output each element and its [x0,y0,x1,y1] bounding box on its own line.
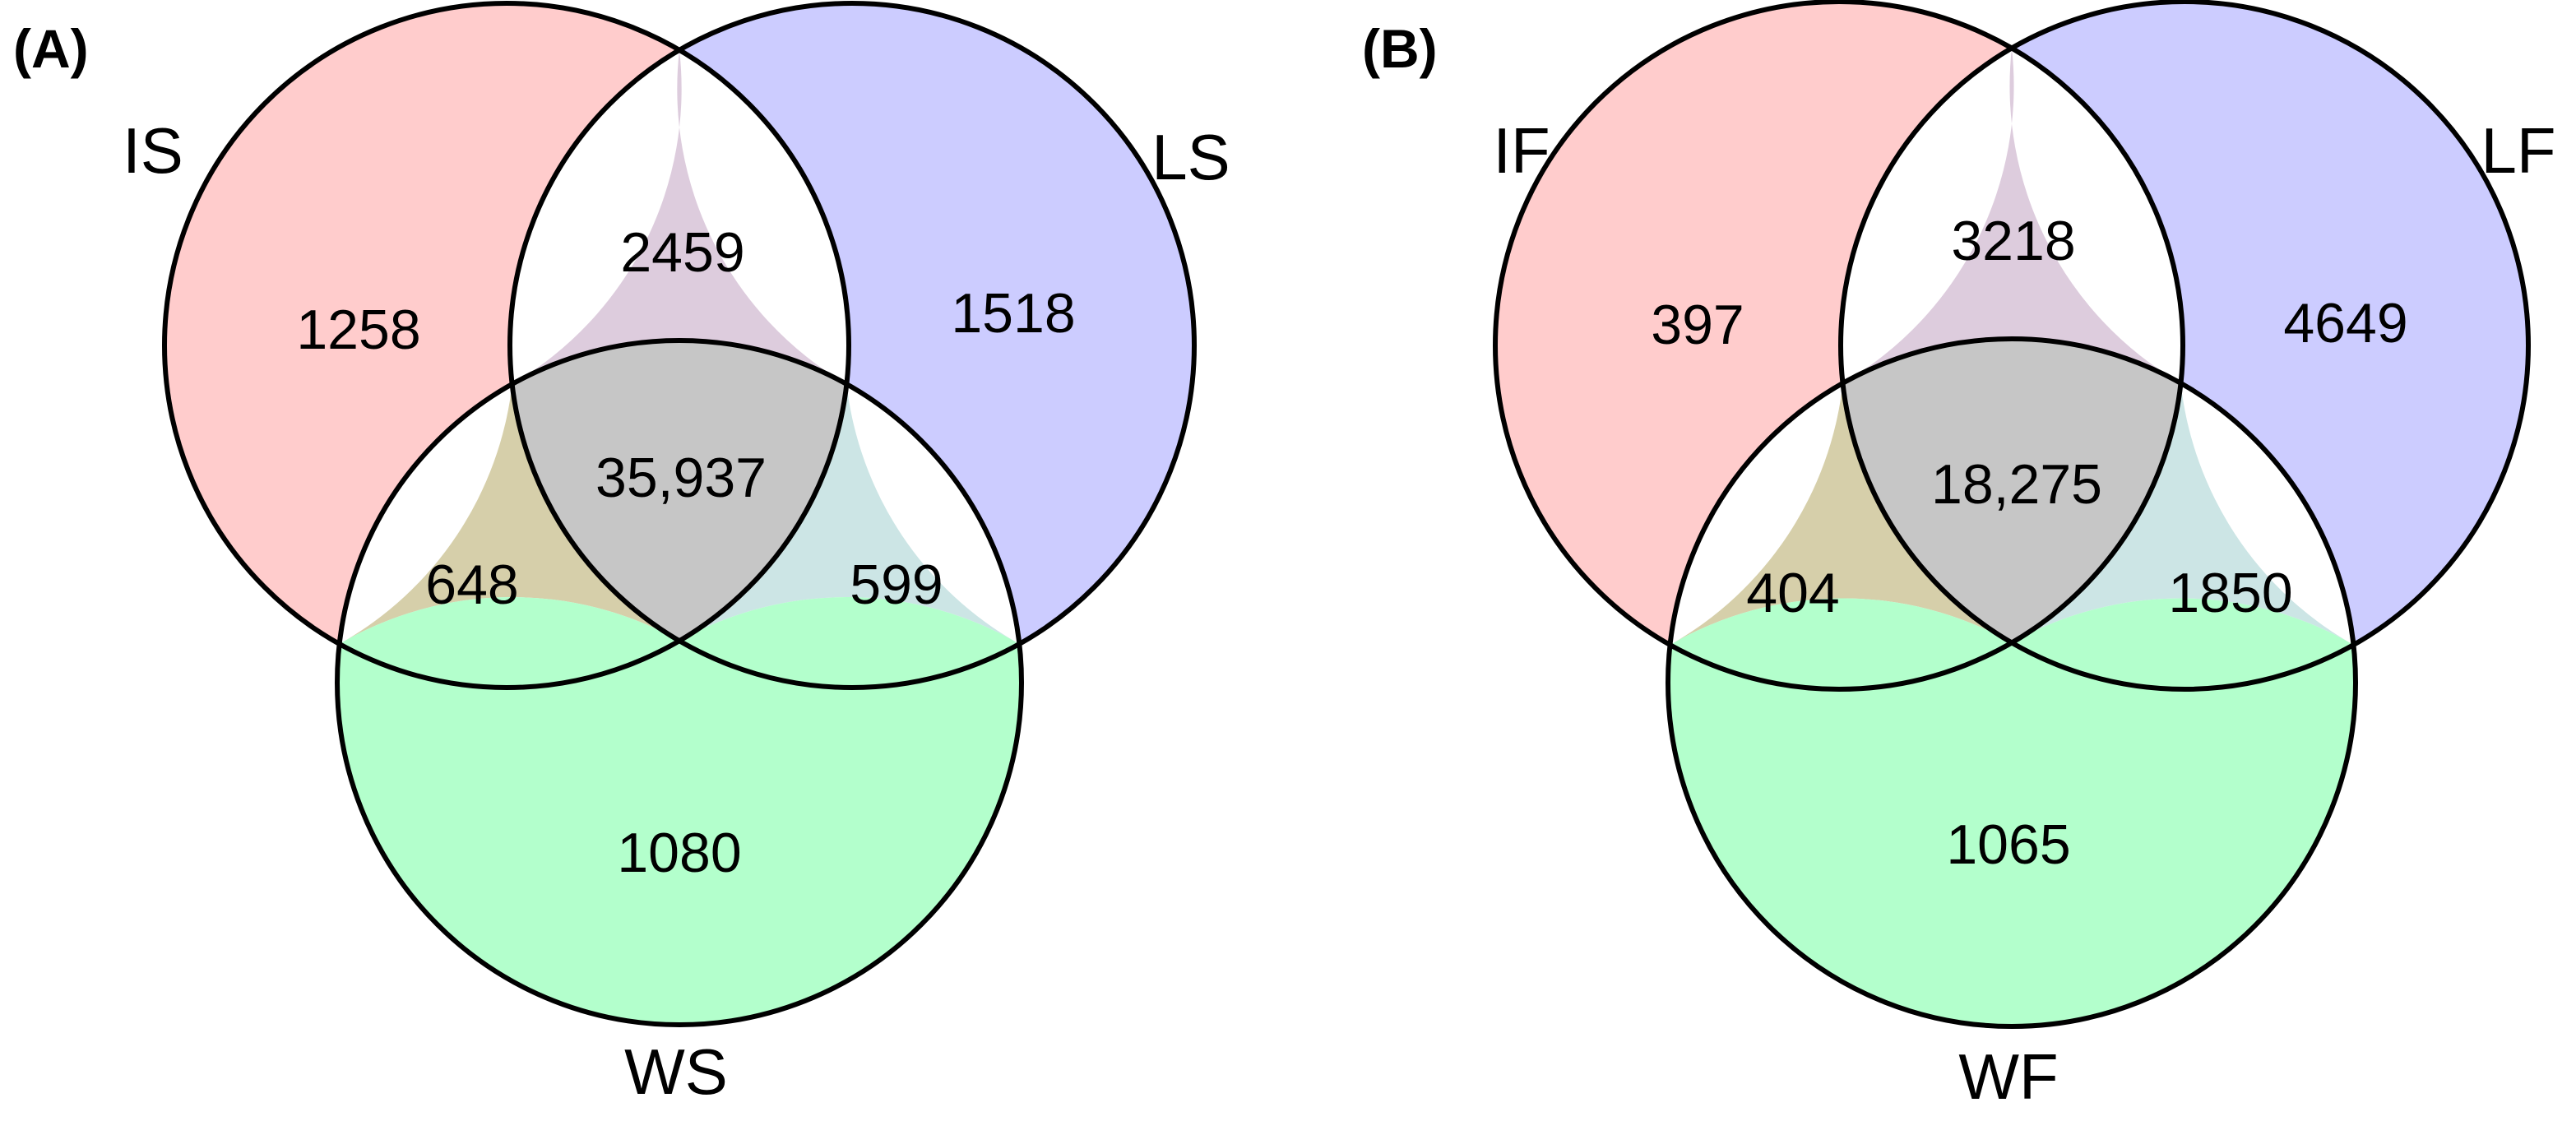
set-circle-is [162,1,851,690]
count-if-lf: 3218 [1951,210,2075,272]
region-if-wf [1670,382,2012,646]
venn-panel-b: (B) IF LF WF 397 4649 1065 3218 404 1850… [1362,0,2556,1113]
set-label-ls: LS [1151,121,1230,193]
region-wf-only [1668,598,2356,1027]
set-circle-ls [507,1,1197,690]
count-wf-only: 1065 [1946,813,2070,876]
region-is-only [164,2,679,644]
region-lf-wf [2012,382,2354,646]
region-if-lf [1842,48,2181,383]
count-all-three: 18,275 [1931,453,2102,516]
venn-outlines [1493,0,2531,1029]
venn-panel-a: (A) IS LS WS 1258 1518 1080 2459 648 599… [13,1,1230,1108]
region-all-three [512,340,847,642]
region-ls-only [679,2,1195,644]
count-lf-wf: 1850 [2168,562,2292,624]
venn-outlines [162,1,1197,1027]
count-ls-ws: 599 [850,554,943,616]
set-circle-if [1493,0,2185,692]
set-label-lf: LF [2481,114,2555,187]
region-lf-only [2012,2,2528,646]
count-is-ws: 648 [425,554,518,616]
count-all-three: 35,937 [595,447,767,509]
count-if-wf: 404 [1746,562,1839,624]
count-is-only: 1258 [296,299,420,361]
set-label-is: IS [123,114,183,187]
region-ws-only [336,597,1022,1025]
region-all-three [1842,338,2181,643]
venn-regions [1495,2,2528,1027]
panel-label: (A) [13,18,89,79]
count-ls-only: 1518 [951,282,1075,345]
count-is-ls: 2459 [620,221,744,284]
region-if-only [1495,2,2012,646]
set-circle-ws [335,338,1024,1027]
region-ls-ws [679,384,1020,644]
set-circle-wf [1666,336,2358,1029]
set-circle-lf [1838,0,2531,692]
count-if-only: 397 [1651,294,1744,356]
count-lf-only: 4649 [2283,292,2407,354]
set-label-wf: WF [1958,1040,2058,1113]
set-label-ws: WS [624,1035,728,1108]
region-is-ws [339,384,679,644]
panel-label: (B) [1362,18,1438,79]
region-is-ls [512,49,847,385]
venn-regions [164,2,1195,1025]
count-ws-only: 1080 [617,822,741,884]
set-label-if: IF [1493,114,1550,187]
